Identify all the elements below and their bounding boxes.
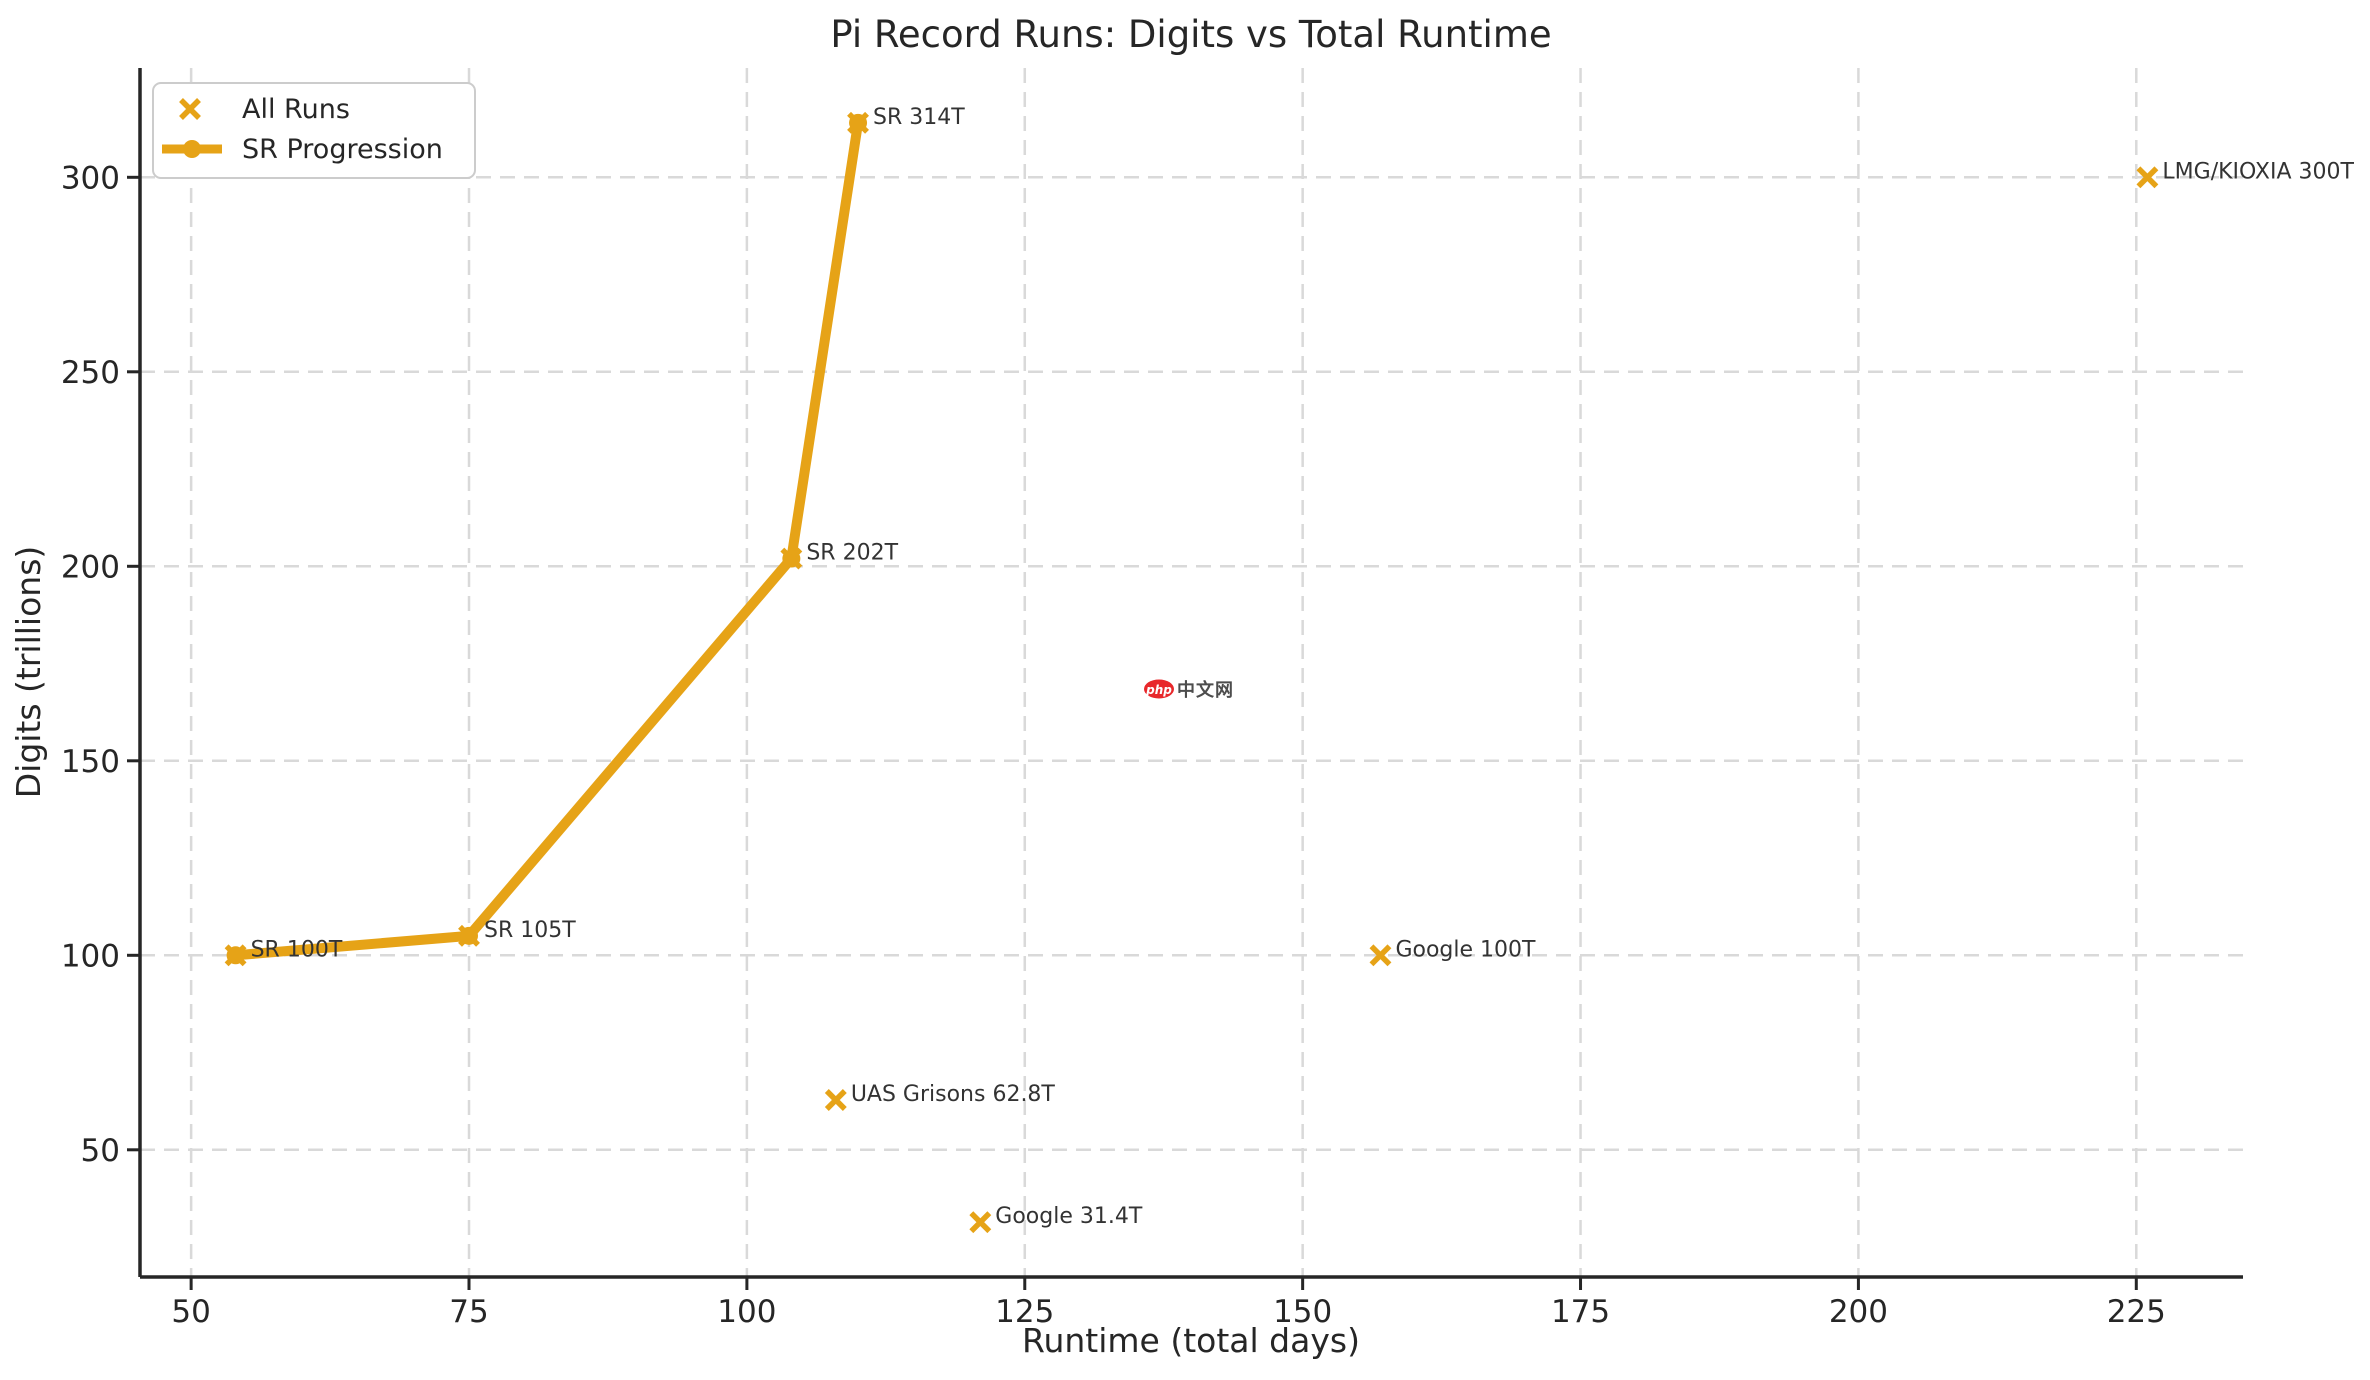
- x-tick-label: 175: [1551, 1294, 1610, 1330]
- point-label: SR 100T: [251, 937, 343, 962]
- legend-all-runs-x-icon: [179, 98, 201, 120]
- scatter-x-marker: [780, 547, 803, 570]
- chart-title: Pi Record Runs: Digits vs Total Runtime: [830, 13, 1551, 56]
- scatter-x-marker: [2136, 166, 2159, 189]
- point-label: Google 31.4T: [995, 1204, 1143, 1229]
- x-tick-label: 200: [1829, 1294, 1888, 1330]
- y-tick-label: 200: [61, 549, 120, 585]
- scatter-x-marker: [224, 944, 247, 967]
- x-tick-label: 75: [449, 1294, 488, 1330]
- axes-spines: [138, 68, 2243, 1279]
- axis-ticks: [127, 175, 2138, 1290]
- x-tick-label: 225: [2107, 1294, 2166, 1330]
- point-label: SR 202T: [806, 541, 898, 566]
- point-label: SR 314T: [873, 105, 965, 130]
- scatter-x-marker: [458, 924, 480, 947]
- php-badge-text: php: [1145, 683, 1172, 697]
- y-tick-label: 300: [61, 160, 120, 196]
- php-badge-ellipse: [1144, 679, 1174, 699]
- y-tick-label: 50: [81, 1133, 120, 1169]
- legend-box: [152, 82, 476, 179]
- scatter-x-marker: [969, 1211, 992, 1234]
- sr-progression-line: [235, 122, 863, 961]
- scatter-x-marker: [1369, 944, 1392, 967]
- y-tick-label: 250: [61, 355, 120, 391]
- point-label: UAS Grisons 62.8T: [851, 1082, 1056, 1107]
- y-tick-label: 150: [61, 744, 120, 780]
- legend: All Runs SR Progression: [152, 82, 476, 179]
- point-label: SR 105T: [484, 918, 576, 943]
- point-label: Google 100T: [1395, 937, 1536, 962]
- x-tick-label: 50: [171, 1294, 210, 1330]
- y-axis-label: Digits (trillions): [9, 546, 48, 799]
- legend-all-runs-label: All Runs: [242, 94, 350, 125]
- x-axis-label: Runtime (total days): [1022, 1321, 1360, 1360]
- x-tick-label: 125: [995, 1294, 1054, 1330]
- legend-progression-dot-icon: [183, 140, 201, 158]
- gridlines: [140, 68, 2243, 1277]
- x-tick-label: 100: [717, 1294, 776, 1330]
- scatter-x-marker: [824, 1089, 847, 1111]
- y-tick-label: 100: [61, 938, 120, 974]
- point-label: LMG/KIOXIA 300T: [2162, 159, 2354, 184]
- watermark-site-text: 中文网: [1177, 679, 1234, 701]
- x-tick-label: 150: [1273, 1294, 1332, 1330]
- legend-progression-label: SR Progression: [242, 134, 443, 165]
- scatter-x-marker: [847, 111, 869, 134]
- php-cn-watermark: php 中文网: [1144, 679, 1234, 701]
- data-series: SR 100T SR 105T SR 202T SR 314T LMG/KIOXIA 3…: [224, 105, 2355, 1234]
- tick-labels: 50 75 100 125 150 175 200 225 50 100 150 200 250 300: [61, 160, 2166, 1330]
